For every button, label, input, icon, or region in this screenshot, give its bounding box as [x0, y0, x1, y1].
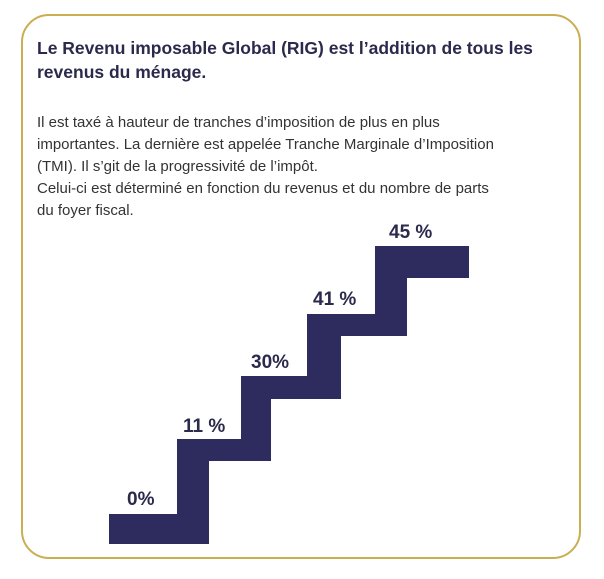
- paragraph-line-3: (TMI). Il s’git de la progressivité de l…: [37, 158, 318, 175]
- paragraph-line-2: importantes. La dernière est appelée Tra…: [37, 136, 494, 153]
- step-label-1: 11 %: [183, 416, 225, 437]
- staircase-shape: [109, 246, 469, 544]
- step-label-4: 45 %: [389, 222, 432, 243]
- paragraph-line-5: du foyer fiscal.: [37, 202, 134, 219]
- info-card: Le Revenu imposable Global (RIG) est l’a…: [21, 14, 581, 559]
- heading: Le Revenu imposable Global (RIG) est l’a…: [37, 38, 533, 82]
- paragraph-line-1: Il est taxé à hauteur de tranches d’impo…: [37, 114, 440, 131]
- description-paragraph: Il est taxé à hauteur de tranches d’impo…: [37, 112, 577, 222]
- step-label-0: 0%: [127, 489, 155, 510]
- step-label-3: 41 %: [313, 289, 356, 310]
- paragraph-line-4: Celui-ci est déterminé en fonction du re…: [37, 180, 489, 197]
- staircase-diagram: 0% 11 % 30% 41 % 45 %: [109, 222, 469, 544]
- step-label-2: 30%: [251, 352, 289, 373]
